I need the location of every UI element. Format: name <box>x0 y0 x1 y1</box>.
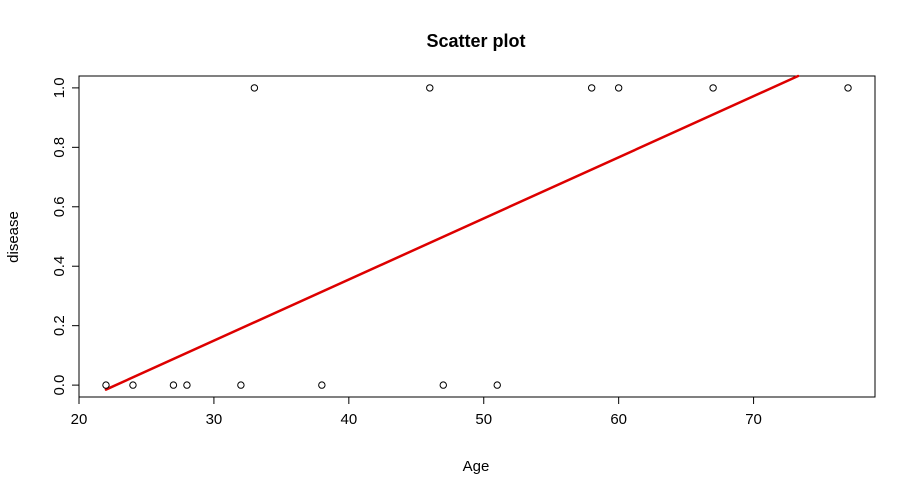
data-point <box>129 381 137 389</box>
y-tick-label: 0.2 <box>51 315 68 336</box>
x-tick-label: 50 <box>475 411 492 428</box>
data-point <box>614 84 623 92</box>
x-tick-label: 60 <box>610 411 627 428</box>
x-tick-label: 20 <box>71 411 88 428</box>
regression-line <box>104 74 800 391</box>
data-point <box>250 84 259 92</box>
y-axis-label: disease <box>5 211 22 263</box>
data-point <box>587 84 596 92</box>
x-tick-label: 70 <box>745 411 762 428</box>
x-axis-label: Age <box>463 458 490 475</box>
y-tick-label: 0.8 <box>51 137 68 158</box>
points-layer <box>102 84 852 389</box>
data-point <box>237 381 245 389</box>
y-axis: 0.0 0.2 0.4 0.6 0.8 1.0 <box>51 77 80 396</box>
x-tick-label: 30 <box>206 411 223 428</box>
data-point <box>183 381 191 389</box>
data-point <box>709 84 717 92</box>
data-point <box>102 381 110 389</box>
y-tick-label: 0.0 <box>51 375 68 396</box>
x-tick-label: 40 <box>340 411 357 428</box>
data-point <box>844 84 852 92</box>
data-point <box>318 381 326 389</box>
y-tick-label: 0.4 <box>51 256 68 277</box>
y-tick-label: 0.6 <box>51 196 68 217</box>
data-point <box>493 381 501 389</box>
data-point <box>426 84 434 92</box>
fit-line-layer <box>104 74 800 391</box>
data-point <box>439 381 447 389</box>
data-point <box>169 381 178 389</box>
x-axis: 20 30 40 50 60 70 <box>71 396 762 428</box>
y-tick-label: 1.0 <box>51 77 68 98</box>
chart-title: Scatter plot <box>426 31 525 51</box>
